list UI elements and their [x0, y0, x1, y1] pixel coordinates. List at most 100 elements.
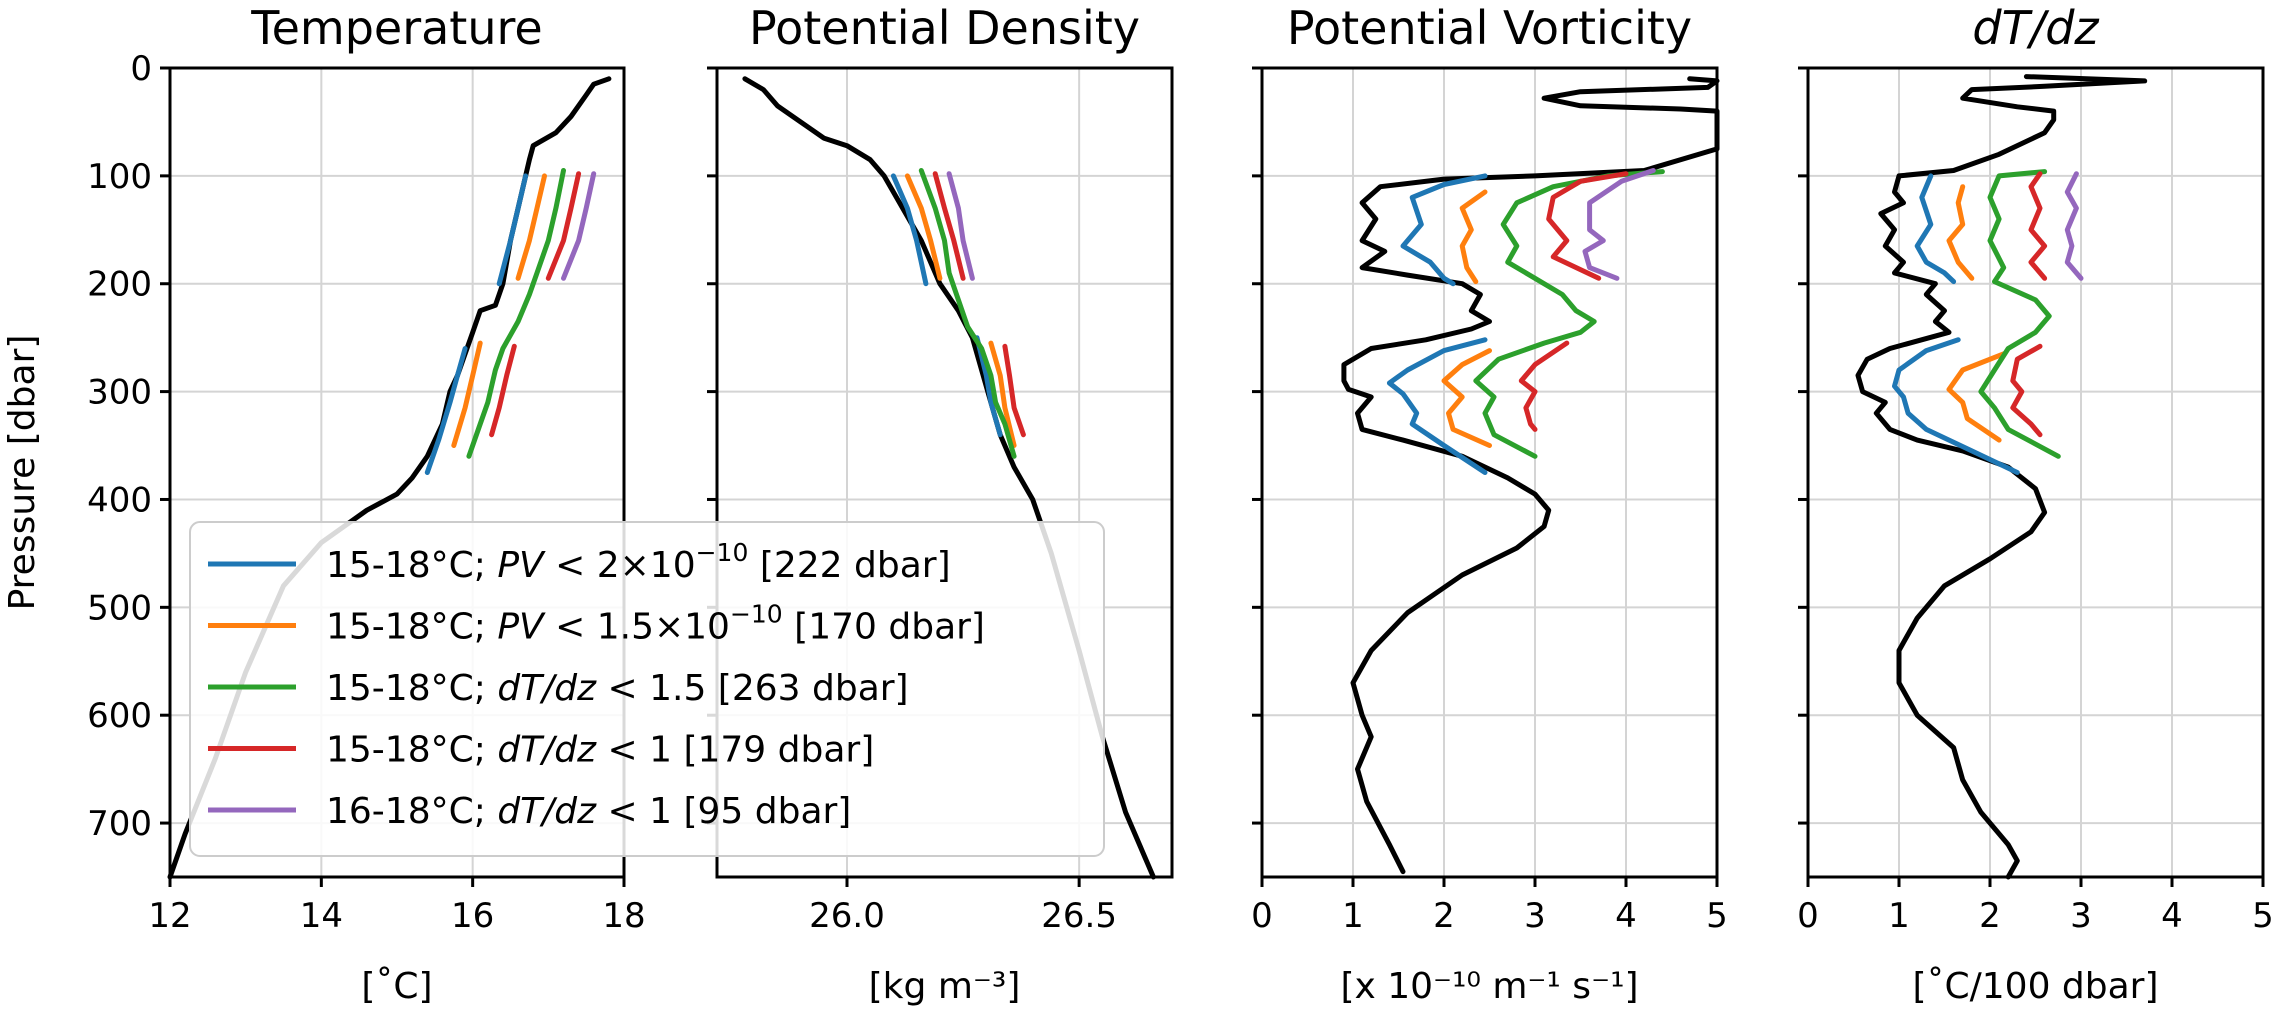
y-tick-label: 100 — [87, 157, 152, 197]
series-4-segment — [489, 343, 517, 438]
series-2-segment — [1441, 348, 1492, 448]
y-tick-label: 600 — [87, 696, 152, 736]
y-tick-label: 0 — [130, 49, 152, 89]
series-1-segment — [1386, 337, 1488, 475]
legend-label-prefix: 16-18°C; — [326, 791, 497, 832]
series-2-segment — [451, 340, 483, 448]
legend-label-variable: PV — [497, 545, 546, 586]
legend-label-condition: < 1.5 [263 dbar] — [596, 668, 909, 709]
x-axis-label: [kg m⁻³] — [869, 966, 1021, 1007]
y-tick-label: 200 — [87, 265, 152, 305]
series-2-segment — [1459, 189, 1488, 285]
x-tick-label: 0 — [1251, 896, 1273, 936]
legend-label-condition: < 1 [179 dbar] — [596, 730, 874, 771]
legend-label-condition: < 2×10 — [544, 545, 696, 586]
legend-label-suffix: [222 dbar] — [748, 545, 950, 586]
legend-label: 15-18°C; dT/dz < 1 [179 dbar] — [326, 730, 874, 771]
legend-entry: 15-18°C; dT/dz < 1.5 [263 dbar] — [208, 668, 909, 709]
panel-4: 0 1 2 3 4 5 dT/dz [˚C/100 dbar] — [1797, 1, 2274, 1007]
x-tick-label: 3 — [2070, 896, 2092, 936]
legend-label-variable: dT/dz — [497, 791, 597, 832]
legend-entry: 16-18°C; dT/dz < 1 [95 dbar] — [208, 791, 851, 832]
series-2-segment — [1946, 351, 2007, 443]
series-1-segment — [496, 173, 529, 287]
legend-label-prefix: 15-18°C; — [326, 545, 497, 586]
series-2-segment — [988, 340, 1017, 448]
axes-frame — [715, 66, 1174, 879]
legend-label-variable: PV — [497, 607, 546, 648]
series-1-segment — [1400, 173, 1488, 287]
series-3-segment — [1473, 169, 1665, 459]
x-tick-label: 5 — [2252, 896, 2274, 936]
x-tick-label: 18 — [602, 896, 645, 936]
legend-entry: 15-18°C; dT/dz < 1 [179 dbar] — [208, 730, 874, 771]
series-1-segment — [424, 346, 468, 475]
y-axis-label: Pressure [dbar] — [2, 335, 43, 611]
panel-3: 0 1 2 3 4 5 Potential Vorticity [x 10⁻¹⁰ m⁻¹ s⁻… — [1251, 1, 1728, 1007]
x-tick-label: 4 — [1615, 896, 1637, 936]
legend-label-prefix: 15-18°C; — [326, 730, 497, 771]
series-5-segment — [946, 171, 975, 281]
series-4-segment — [932, 171, 966, 281]
axes-frame — [168, 66, 626, 879]
series-4-segment — [2010, 343, 2043, 438]
y-tick-label: 700 — [87, 804, 152, 844]
series-2-segment — [1946, 184, 1975, 281]
legend-box — [189, 521, 1105, 857]
series-5-segment — [1582, 168, 1656, 281]
series-3-segment — [466, 168, 566, 459]
x-tick-label: 14 — [300, 896, 343, 936]
panel-title: dT/dz — [1972, 1, 2099, 55]
x-axis-label: [x 10⁻¹⁰ m⁻¹ s⁻¹] — [1340, 966, 1638, 1007]
legend: 15-18°C; PV < 2×10−10 [222 dbar]15-18°C;… — [189, 521, 1105, 857]
series-4-segment — [545, 171, 582, 281]
panel-title: Temperature — [250, 1, 542, 55]
series-3-segment — [1978, 169, 2061, 459]
axes-frame — [1806, 66, 2265, 879]
legend-label: 15-18°C; PV < 2×10−10 [222 dbar] — [326, 538, 951, 586]
legend-label-condition: < 1 [95 dbar] — [596, 791, 851, 832]
legend-label-exponent: −10 — [730, 600, 783, 629]
x-tick-label: 0 — [1797, 896, 1819, 936]
x-tick-label: 5 — [1706, 896, 1728, 936]
panel-title: Potential Vorticity — [1287, 1, 1692, 55]
series-2-segment — [515, 173, 547, 281]
x-tick-label: 16 — [451, 896, 494, 936]
x-tick-label: 26.5 — [1041, 896, 1117, 936]
series-1-segment — [1914, 173, 1957, 285]
series-1-segment — [1892, 337, 2020, 475]
series-4-segment — [1546, 171, 1629, 281]
legend-label-suffix: [170 dbar] — [783, 607, 985, 648]
x-tick-label: 1 — [1342, 896, 1364, 936]
legend-label-variable: dT/dz — [497, 668, 597, 709]
panel-title: Potential Density — [749, 1, 1140, 55]
axes-frame — [1260, 66, 1719, 879]
legend-label-exponent: −10 — [696, 538, 749, 567]
legend-entry: 15-18°C; PV < 1.5×10−10 [170 dbar] — [208, 600, 985, 648]
y-tick-label: 300 — [87, 373, 152, 413]
x-tick-label: 4 — [2161, 896, 2183, 936]
series-2-segment — [904, 173, 943, 281]
y-tick-label: 400 — [87, 480, 152, 520]
x-tick-label: 3 — [1524, 896, 1546, 936]
x-tick-label: 1 — [1888, 896, 1910, 936]
legend-label-condition: < 1.5×10 — [544, 607, 730, 648]
profile-line — [1855, 74, 2148, 880]
x-tick-label: 26.0 — [809, 896, 885, 936]
series-1-segment — [890, 173, 929, 287]
series-4-segment — [1518, 340, 1570, 432]
legend-label: 15-18°C; PV < 1.5×10−10 [170 dbar] — [326, 600, 985, 648]
legend-label-prefix: 15-18°C; — [326, 668, 497, 709]
x-tick-label: 2 — [1433, 896, 1455, 936]
series-5-segment — [561, 171, 597, 281]
series-3-segment — [918, 168, 1017, 459]
x-tick-label: 2 — [1979, 896, 2001, 936]
series-5-segment — [2064, 171, 2084, 281]
legend-label-variable: dT/dz — [497, 730, 597, 771]
series-4-segment — [2028, 171, 2048, 281]
x-tick-label: 12 — [148, 896, 191, 936]
x-axis-label: [˚C] — [361, 966, 432, 1007]
legend-label: 16-18°C; dT/dz < 1 [95 dbar] — [326, 791, 851, 832]
